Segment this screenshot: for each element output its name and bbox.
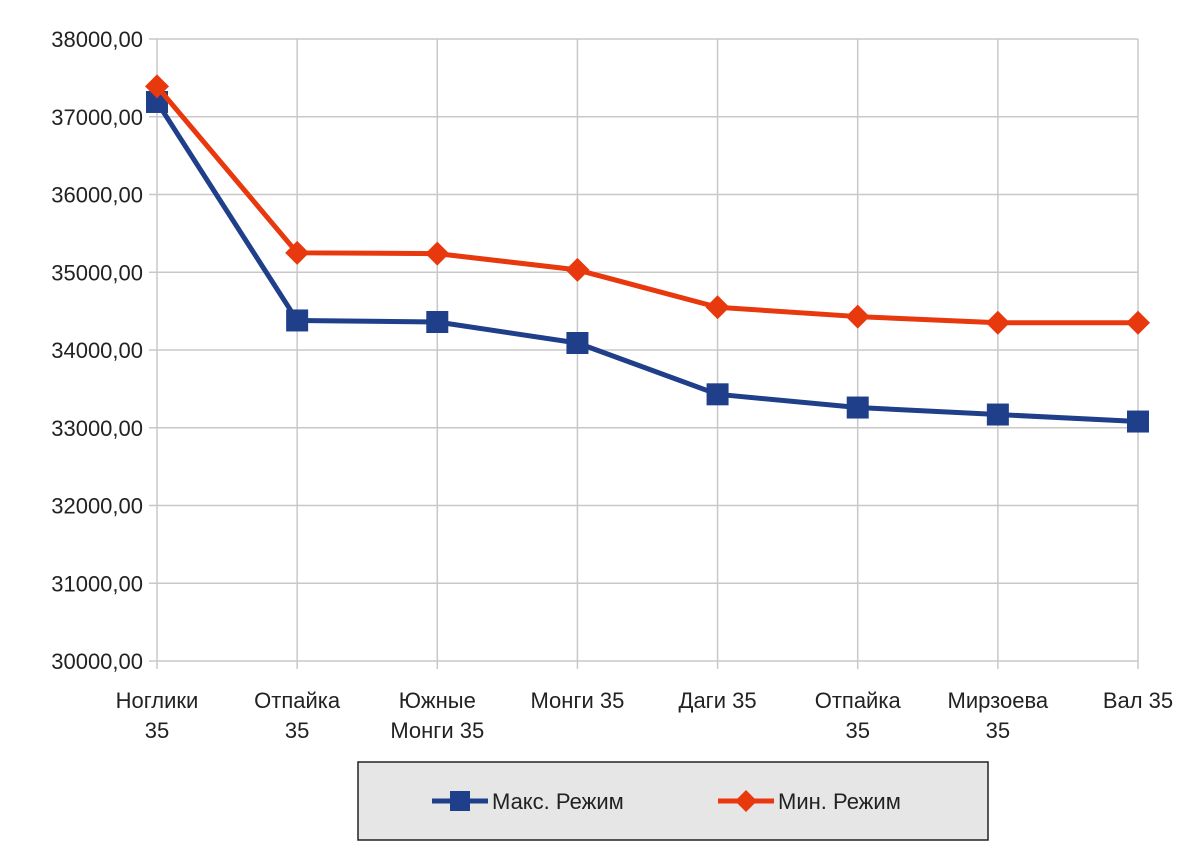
x-tick-label: Ноглики <box>116 688 199 713</box>
data-point-diamond <box>705 295 730 320</box>
data-point-square <box>1127 410 1149 433</box>
y-tick-label: 35000,00 <box>51 260 143 285</box>
y-tick-label: 30000,00 <box>51 649 143 674</box>
y-tick-label: 32000,00 <box>51 494 143 519</box>
y-tick-label: 36000,00 <box>51 183 143 208</box>
x-tick-label: Монги 35 <box>530 688 624 713</box>
series-line-1 <box>155 84 1138 326</box>
y-tick-label: 34000,00 <box>51 338 143 363</box>
x-tick-label: 35 <box>285 718 309 743</box>
data-point-diamond <box>845 304 870 329</box>
data-point-diamond <box>145 74 169 99</box>
legend-label: Макс. Режим <box>492 789 624 814</box>
x-tick-label: Мирзоева <box>948 688 1049 713</box>
data-point-square <box>986 403 1009 426</box>
x-tick-label: Южные <box>399 688 476 713</box>
y-tick-label: 33000,00 <box>51 416 143 441</box>
data-point-square <box>706 383 729 406</box>
y-tick-label: 31000,00 <box>51 571 143 596</box>
data-point-diamond <box>1126 310 1150 335</box>
data-point-square <box>426 311 449 334</box>
x-tick-label: 35 <box>986 718 1010 743</box>
x-tick-label: Даги 35 <box>679 688 757 713</box>
data-point-diamond <box>285 240 310 265</box>
data-point-square <box>286 309 309 332</box>
x-tick-label: Отпайка <box>815 688 902 713</box>
legend-marker-diamond <box>735 790 757 812</box>
series-line-0 <box>154 100 1139 425</box>
legend-marker-square <box>450 791 470 811</box>
data-point-square <box>846 396 869 419</box>
data-point-square <box>566 332 589 355</box>
x-tick-label: 35 <box>845 718 869 743</box>
data-point-diamond <box>425 241 450 266</box>
legend: Макс. Режим Мин. Режим <box>357 761 989 841</box>
x-tick-label: Монги 35 <box>390 718 484 743</box>
x-tick-label: Отпайка <box>254 688 341 713</box>
data-point-diamond <box>565 257 590 282</box>
x-tick-label: Вал 35 <box>1103 688 1173 713</box>
data-point-diamond <box>985 310 1010 335</box>
x-tick-label: 35 <box>145 718 169 743</box>
y-tick-label: 38000,00 <box>51 27 143 52</box>
legend-label: Мин. Режим <box>778 789 901 814</box>
y-tick-label: 37000,00 <box>51 105 143 130</box>
